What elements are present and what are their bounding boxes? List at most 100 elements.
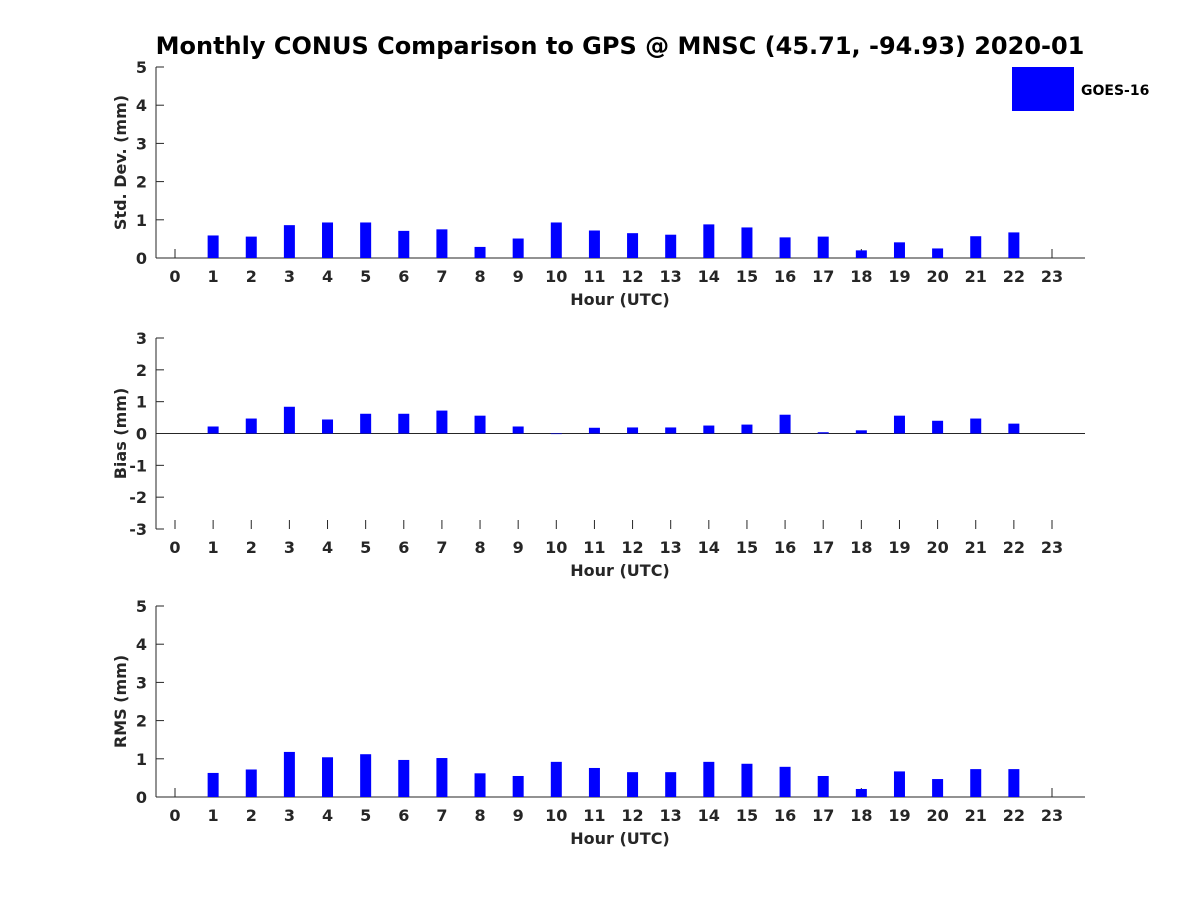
bar-hour-15 — [741, 424, 753, 434]
x-tick-label: 3 — [284, 538, 295, 557]
x-tick-label: 19 — [888, 267, 910, 286]
x-tick-label: 17 — [812, 267, 834, 286]
bar-hour-5 — [360, 754, 372, 797]
x-tick-label: 1 — [208, 538, 219, 557]
x-tick-label: 13 — [660, 538, 682, 557]
x-tick-label: 20 — [926, 538, 948, 557]
x-tick-label: 20 — [926, 806, 948, 825]
x-tick-label: 5 — [360, 267, 371, 286]
bar-hour-19 — [893, 415, 905, 434]
bar-hour-4 — [322, 419, 334, 434]
x-tick-label: 0 — [169, 806, 180, 825]
y-tick-label: 2 — [136, 173, 147, 192]
x-tick-label: 4 — [322, 806, 333, 825]
bar-hour-6 — [398, 413, 410, 434]
bar-hour-17 — [817, 432, 829, 434]
bar-hour-17 — [817, 775, 829, 797]
chart-title: Monthly CONUS Comparison to GPS @ MNSC (… — [156, 32, 1085, 60]
bar-hour-3 — [283, 406, 295, 434]
x-axis-label: Hour (UTC) — [570, 290, 670, 309]
x-tick-label: 23 — [1041, 267, 1063, 286]
bar-hour-12 — [627, 772, 639, 797]
x-tick-label: 5 — [360, 806, 371, 825]
x-tick-label: 16 — [774, 538, 796, 557]
y-tick-label: 1 — [136, 211, 147, 230]
y-tick-label: 0 — [136, 788, 147, 807]
y-tick-label: 2 — [136, 712, 147, 731]
x-tick-label: 15 — [736, 267, 758, 286]
x-tick-label: 18 — [850, 538, 872, 557]
x-tick-label: 11 — [583, 806, 605, 825]
y-tick-label: -3 — [129, 520, 147, 539]
y-tick-label: 3 — [136, 134, 147, 153]
bar-hour-9 — [512, 426, 524, 434]
y-tick-label: 3 — [136, 673, 147, 692]
x-tick-label: 13 — [660, 267, 682, 286]
bar-hour-11 — [588, 230, 600, 258]
bar-hour-7 — [436, 229, 448, 258]
y-axis-label: Std. Dev. (mm) — [111, 95, 130, 230]
x-tick-label: 22 — [1003, 267, 1025, 286]
x-tick-label: 8 — [474, 806, 485, 825]
y-tick-label: 1 — [136, 750, 147, 769]
x-tick-label: 18 — [850, 806, 872, 825]
x-tick-label: 1 — [208, 267, 219, 286]
bar-hour-8 — [474, 415, 486, 434]
x-tick-label: 7 — [436, 538, 447, 557]
x-tick-label: 19 — [888, 538, 910, 557]
x-tick-label: 2 — [246, 267, 257, 286]
x-axis-label: Hour (UTC) — [570, 829, 670, 848]
bar-hour-20 — [932, 248, 944, 258]
bar-hour-20 — [932, 420, 944, 434]
x-tick-label: 4 — [322, 267, 333, 286]
x-tick-label: 15 — [736, 538, 758, 557]
y-tick-label: 2 — [136, 361, 147, 380]
x-tick-label: 1 — [208, 806, 219, 825]
x-tick-label: 0 — [169, 267, 180, 286]
bar-hour-2 — [245, 769, 257, 797]
legend: GOES-16 — [1012, 67, 1149, 111]
bar-hour-3 — [283, 751, 295, 797]
x-tick-label: 6 — [398, 538, 409, 557]
x-tick-label: 9 — [513, 806, 524, 825]
x-tick-label: 2 — [246, 538, 257, 557]
bar-hour-12 — [627, 427, 639, 434]
bar-hour-18 — [855, 788, 867, 797]
y-tick-label: 5 — [136, 597, 147, 616]
x-tick-label: 21 — [965, 267, 987, 286]
bar-hour-4 — [322, 757, 334, 797]
x-tick-label: 6 — [398, 267, 409, 286]
y-tick-label: 0 — [136, 425, 147, 444]
bar-hour-9 — [512, 238, 524, 258]
x-tick-label: 17 — [812, 538, 834, 557]
x-tick-label: 22 — [1003, 538, 1025, 557]
bar-hour-12 — [627, 233, 639, 258]
bar-hour-6 — [398, 759, 410, 797]
x-tick-label: 21 — [965, 806, 987, 825]
x-tick-label: 8 — [474, 538, 485, 557]
bar-hour-14 — [703, 224, 715, 258]
y-tick-label: -2 — [129, 488, 147, 507]
bar-hour-2 — [245, 418, 257, 434]
y-tick-label: 5 — [136, 58, 147, 77]
x-tick-label: 7 — [436, 806, 447, 825]
x-tick-label: 12 — [621, 267, 643, 286]
x-tick-label: 12 — [621, 538, 643, 557]
bar-hour-15 — [741, 227, 753, 258]
bar-hour-18 — [855, 430, 867, 434]
x-tick-label: 3 — [284, 267, 295, 286]
bar-hour-8 — [474, 246, 486, 258]
x-tick-label: 18 — [850, 267, 872, 286]
y-axis-label: Bias (mm) — [111, 388, 130, 480]
x-axis-label: Hour (UTC) — [570, 561, 670, 580]
bar-hour-10 — [550, 433, 562, 435]
x-tick-label: 9 — [513, 267, 524, 286]
bar-hour-20 — [932, 779, 944, 797]
bar-hour-10 — [550, 761, 562, 797]
bar-hour-10 — [550, 222, 562, 258]
